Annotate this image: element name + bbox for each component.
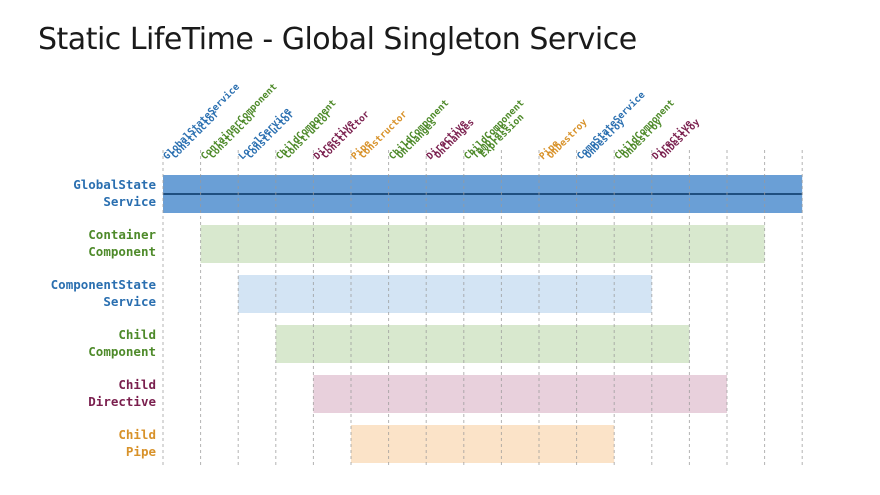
row-label-line: Child [118, 427, 156, 442]
lifetime-bar [275, 325, 690, 363]
row-label-line: Service [103, 294, 156, 309]
row-label-line: Child [118, 327, 156, 342]
lifetime-bar [238, 275, 652, 313]
slide-title: Static LifeTime - Global Singleton Servi… [38, 22, 637, 57]
row-label-line: Child [118, 377, 156, 392]
row-label-line: Component [88, 344, 156, 359]
lifetime-bar [200, 225, 765, 263]
row-label-line: Component [88, 244, 156, 259]
lifetime-bar [351, 425, 615, 463]
row-label-line: GlobalState [73, 177, 156, 192]
row-label-line: Directive [88, 394, 156, 409]
row-label-line: Service [103, 194, 156, 209]
lifetime-bar [313, 375, 727, 413]
row-label-line: ComponentState [51, 277, 157, 292]
row-label-line: Pipe [126, 444, 157, 459]
row-label-line: Container [88, 227, 156, 242]
